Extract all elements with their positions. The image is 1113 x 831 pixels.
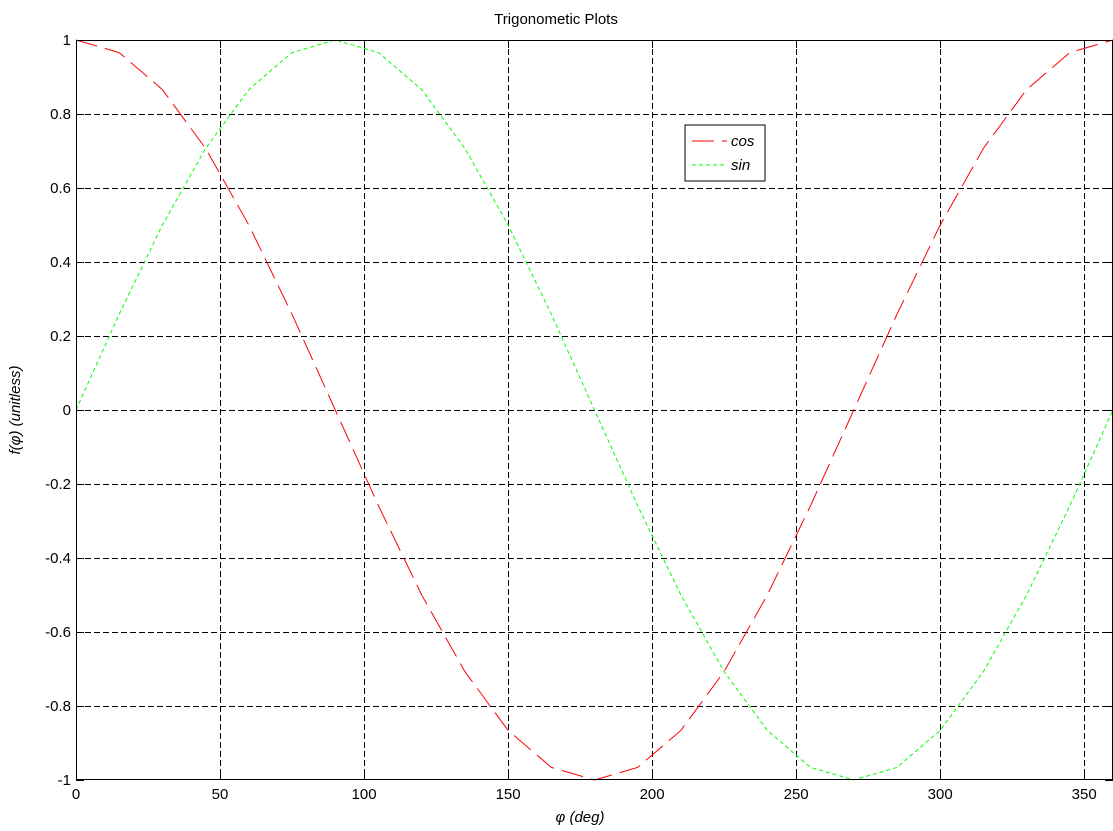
y-axis-label: f(φ) (unitless) — [7, 366, 24, 455]
y-tick-label: 0.8 — [50, 106, 71, 123]
series-line-sin — [75, 39, 1113, 781]
y-tick-label: 0 — [63, 402, 71, 419]
x-axis-label: φ (deg) — [556, 809, 605, 826]
axis-ticks — [76, 40, 1113, 781]
y-tick-label: 0.4 — [50, 254, 71, 271]
x-axis-unit: (deg) — [569, 809, 604, 826]
y-tick-label: -0.4 — [45, 550, 71, 567]
legend: cos sin — [684, 124, 766, 182]
y-tick-label: -1 — [58, 772, 71, 789]
x-tick-label: 300 — [928, 786, 953, 803]
x-tick-label: 100 — [352, 786, 377, 803]
y-tick-label: 1 — [63, 32, 71, 49]
y-tick-label: -0.2 — [45, 476, 71, 493]
x-tick-label: 0 — [72, 786, 80, 803]
legend-label-sin: sin — [731, 157, 750, 174]
x-tick-labels: 0 50 100 150 200 250 300 350 — [72, 786, 1097, 803]
legend-box — [684, 124, 766, 182]
y-tick-label: 0.2 — [50, 328, 71, 345]
legend-label-cos: cos — [731, 133, 755, 150]
grid-lines — [76, 40, 1113, 780]
x-tick-label: 200 — [640, 786, 665, 803]
x-tick-label: 250 — [784, 786, 809, 803]
x-tick-label: 350 — [1072, 786, 1097, 803]
y-tick-label: -0.6 — [45, 624, 71, 641]
y-tick-label: -0.8 — [45, 698, 71, 715]
chart-title: Trigonometic Plots — [494, 11, 618, 28]
y-tick-labels: -1 -0.8 -0.6 -0.4 -0.2 0 0.2 0.4 0.6 0.8 1 — [45, 32, 71, 789]
x-tick-label: 50 — [212, 786, 229, 803]
x-tick-label: 150 — [496, 786, 521, 803]
x-axis-symbol: φ — [556, 809, 566, 826]
y-tick-label: 0.6 — [50, 180, 71, 197]
